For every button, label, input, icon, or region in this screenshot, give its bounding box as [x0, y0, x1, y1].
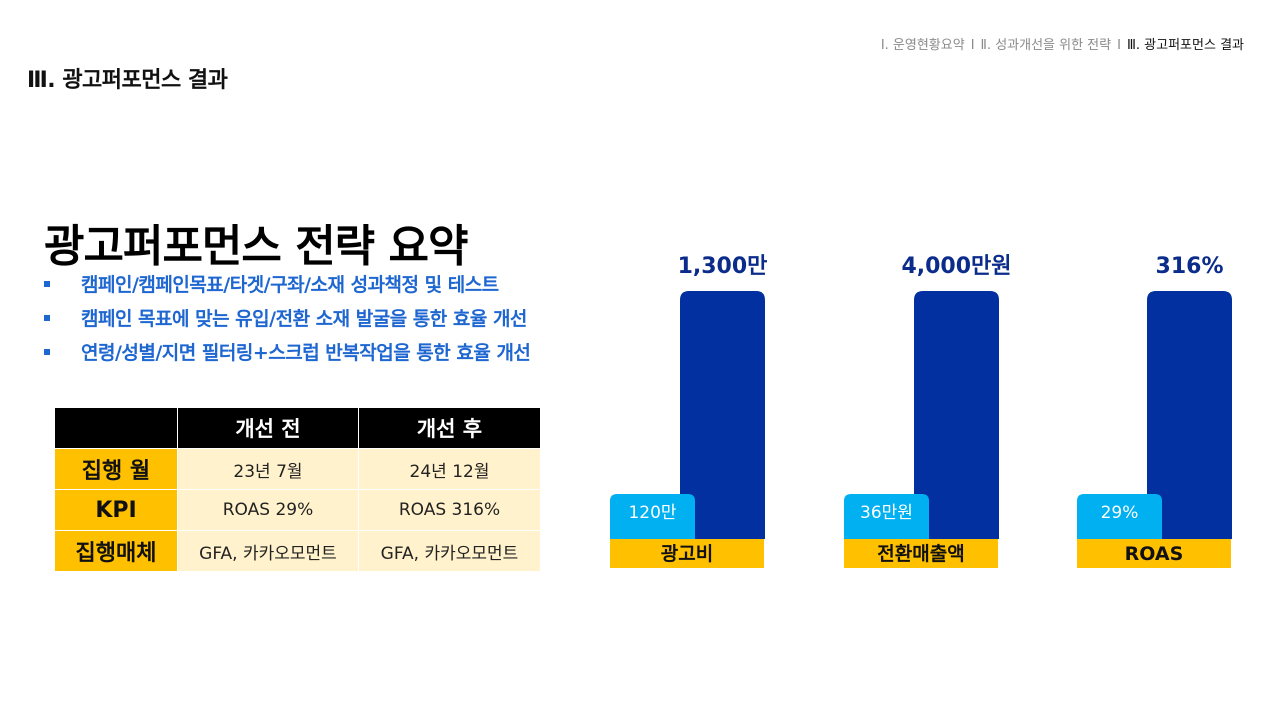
cell-before: 23년 7월 [177, 448, 359, 490]
bullet-item: 캠페인 목표에 맞는 유입/전환 소재 발굴을 통한 효율 개선 [44, 306, 530, 340]
before-value-label: 120만 [628, 503, 676, 523]
after-bar [1147, 291, 1232, 539]
before-bar [1077, 494, 1162, 539]
bullet-item: 캠페인/캠페인목표/타겟/구좌/소재 성과책정 및 테스트 [44, 272, 530, 306]
category-label: ROAS [1125, 543, 1184, 565]
before-bar [844, 494, 929, 539]
breadcrumb-item-3[interactable]: Ⅲ. 광고퍼포먼스 결과 [1126, 38, 1244, 53]
page-title: 광고퍼포먼스 전략 요약 [44, 221, 468, 272]
breadcrumb-item-1[interactable]: Ⅰ. 운영현황요약 [880, 38, 965, 53]
bullet-text: 캠페인/캠페인목표/타겟/구좌/소재 성과책정 및 테스트 [81, 274, 499, 296]
row-label-month: 집행 월 [54, 448, 178, 490]
before-value-label: 29% [1101, 503, 1139, 523]
table-row: 집행매체 GFA, 카카오모먼트 GFA, 카카오모먼트 [54, 530, 541, 572]
bullet-square-icon [44, 281, 50, 287]
comparison-table: 개선 전 개선 후 집행 월 23년 7월 24년 12월 KPI ROAS 2… [54, 407, 541, 572]
table-row: 집행 월 23년 7월 24년 12월 [54, 448, 541, 490]
after-value-label: 316% [1156, 254, 1224, 279]
category-band [844, 539, 998, 568]
bullet-item: 연령/성별/지면 필터링+스크럽 반복작업을 통한 효율 개선 [44, 340, 531, 374]
category-band [1077, 539, 1231, 568]
strategy-bullet-list: 캠페인/캠페인목표/타겟/구좌/소재 성과책정 및 테스트 캠페인 목표에 맞는… [44, 272, 531, 374]
bullet-text: 캠페인 목표에 맞는 유입/전환 소재 발굴을 통한 효율 개선 [81, 308, 527, 330]
table-header-row: 개선 전 개선 후 [54, 407, 541, 449]
section-title: Ⅲ. 광고퍼포먼스 결과 [27, 68, 228, 93]
cell-after: GFA, 카카오모먼트 [358, 530, 541, 572]
table-row: KPI ROAS 29% ROAS 316% [54, 489, 541, 531]
after-value-label: 1,300만 [678, 254, 768, 279]
after-bar [914, 291, 999, 539]
after-bar [680, 291, 765, 539]
breadcrumb-item-2[interactable]: Ⅱ. 성과개선을 위한 전략 [980, 38, 1112, 53]
cell-before: GFA, 카카오모먼트 [177, 530, 359, 572]
category-band [610, 539, 764, 568]
before-bar [610, 494, 695, 539]
cell-after: ROAS 316% [358, 489, 541, 531]
cell-before: ROAS 29% [177, 489, 359, 531]
row-label-kpi: KPI [54, 489, 178, 531]
before-value-label: 36만원 [860, 503, 913, 523]
breadcrumb: Ⅰ. 운영현황요약 I Ⅱ. 성과개선을 위한 전략 I Ⅲ. 광고퍼포먼스 결과 [881, 34, 1244, 53]
table-header-after: 개선 후 [358, 407, 541, 449]
category-label: 광고비 [661, 543, 713, 565]
table-header-cell [54, 407, 178, 449]
bullet-square-icon [44, 349, 50, 355]
row-label-media: 집행매체 [54, 530, 178, 572]
breadcrumb-separator: I [1117, 38, 1121, 53]
cell-after: 24년 12월 [358, 448, 541, 490]
bullet-text: 연령/성별/지면 필터링+스크럽 반복작업을 통한 효율 개선 [81, 342, 531, 364]
bullet-square-icon [44, 315, 50, 321]
category-label: 전환매출액 [877, 543, 964, 565]
after-value-label: 4,000만원 [901, 254, 1011, 279]
breadcrumb-separator: I [970, 38, 975, 53]
